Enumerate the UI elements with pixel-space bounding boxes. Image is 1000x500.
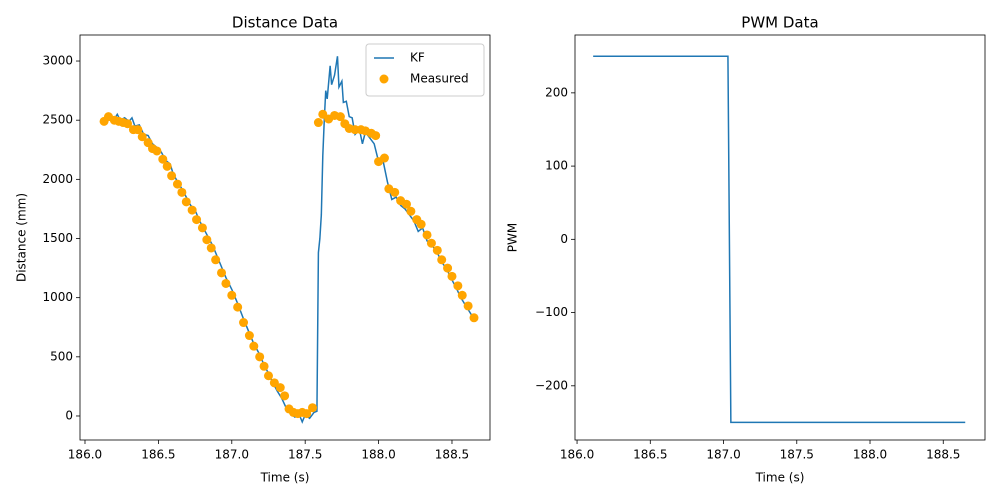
scatter-point: [280, 391, 290, 401]
legend-label: Measured: [410, 72, 469, 86]
x-tick-label: 187.5: [288, 448, 322, 462]
scatter-point: [249, 341, 259, 351]
scatter-point: [426, 238, 436, 248]
scatter-point: [335, 112, 345, 122]
scatter-point: [158, 154, 168, 164]
scatter-point: [197, 223, 207, 233]
y-tick-label: 0: [65, 408, 73, 422]
scatter-point: [390, 187, 400, 197]
scatter-point: [406, 206, 416, 216]
legend: KF Measured: [365, 43, 485, 97]
legend-box: [365, 43, 485, 97]
scatter-point: [206, 243, 216, 253]
scatter-point: [202, 235, 212, 245]
scatter-point: [192, 215, 202, 225]
scatter-point: [239, 318, 249, 328]
y-tick-label: 2500: [42, 113, 73, 127]
scatter-point: [371, 131, 381, 141]
scatter-point: [437, 255, 447, 265]
scatter-point: [211, 255, 221, 265]
x-axis-label: Time (s): [755, 471, 805, 485]
x-tick-label: 188.5: [435, 448, 469, 462]
x-tick-label: 188.0: [853, 448, 887, 462]
scatter-point: [172, 179, 182, 189]
x-tick-label: 188.5: [926, 448, 960, 462]
y-tick-label: 1000: [42, 290, 73, 304]
scatter-point: [162, 161, 172, 171]
y-tick-label: −100: [535, 305, 568, 319]
y-tick-label: 1500: [42, 231, 73, 245]
x-axis-label: Time (s): [260, 471, 310, 485]
y-tick-label: 200: [545, 85, 568, 99]
axes-frame: [574, 34, 986, 441]
x-tick-label: 188.0: [361, 448, 395, 462]
scatter-point: [259, 361, 269, 371]
y-axis-label: PWM: [506, 223, 520, 252]
y-tick-label: 100: [545, 159, 568, 173]
scatter-point: [443, 263, 453, 273]
legend-label: KF: [410, 51, 425, 65]
scatter-point: [244, 331, 254, 341]
scatter-point: [152, 146, 162, 156]
scatter-point: [302, 409, 312, 419]
y-tick-label: −200: [535, 378, 568, 392]
scatter-point: [227, 290, 237, 300]
y-tick-label: 0: [560, 232, 568, 246]
scatter-point: [401, 199, 411, 209]
scatter-point: [263, 371, 273, 381]
x-tick-label: 187.5: [780, 448, 814, 462]
scatter-point: [463, 301, 473, 311]
scatter-point: [313, 118, 323, 128]
scatter-point: [308, 403, 318, 413]
scatter-point: [453, 281, 463, 291]
y-axis-label: Distance (mm): [15, 193, 29, 282]
scatter-point: [275, 383, 285, 393]
subplot: PWM Data Time (s) PWM 186.0 186.5 187.0 187.5 1…: [506, 14, 986, 485]
scatter-point: [177, 187, 187, 197]
scatter-point: [123, 119, 133, 129]
line-series: [593, 55, 966, 424]
x-tick-label: 186.0: [560, 448, 594, 462]
scatter-point: [447, 271, 457, 281]
scatter-point: [457, 290, 467, 300]
scatter-point: [379, 153, 389, 163]
scatter-point: [181, 197, 191, 207]
y-tick-label: 3000: [42, 54, 73, 68]
y-tick-label: 500: [50, 349, 73, 363]
scatter-point: [137, 132, 147, 142]
x-tick-label: 186.5: [633, 448, 667, 462]
x-tick-label: 187.0: [706, 448, 740, 462]
scatter-point: [469, 313, 479, 323]
scatter-point: [416, 219, 426, 229]
scatter-point: [187, 205, 197, 215]
scatter-point: [217, 268, 227, 278]
scatter-point: [233, 302, 243, 312]
scatter-point: [432, 245, 442, 255]
x-tick-label: 187.0: [215, 448, 249, 462]
subplot-title: PWM Data: [741, 14, 818, 32]
line-series: [100, 56, 475, 424]
subplot: Distance Data Time (s) Distance (mm) 186.0 1…: [15, 14, 491, 485]
x-tick-label: 186.0: [68, 448, 102, 462]
subplot-title: Distance Data: [232, 14, 338, 32]
scatter-point: [255, 352, 265, 362]
scatter-point: [422, 230, 432, 240]
scatter-point: [133, 125, 143, 135]
x-tick-label: 186.5: [141, 448, 175, 462]
axes-frame: [79, 34, 491, 441]
scatter-point: [167, 171, 177, 181]
scatter-point: [221, 278, 231, 288]
y-tick-label: 2000: [42, 172, 73, 186]
legend-marker: [379, 74, 389, 84]
